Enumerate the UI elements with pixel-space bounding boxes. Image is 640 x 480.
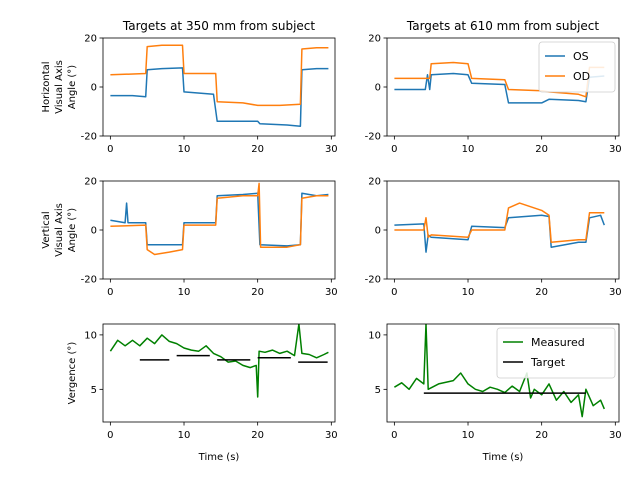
subplot-title: Targets at 610 mm from subject	[406, 19, 600, 33]
x-tick-label: 10	[462, 144, 475, 155]
legend: OS OD	[538, 41, 616, 93]
x-tick-label: 30	[325, 430, 338, 441]
series-od-line	[110, 182, 329, 256]
series-group	[394, 202, 606, 253]
series-group	[394, 324, 605, 418]
y-tick-label: -20	[365, 132, 381, 143]
series-os-line	[394, 72, 605, 104]
y-tick-label: 20	[368, 34, 381, 45]
y-tick-label: -20	[81, 132, 97, 143]
series-od-line	[110, 44, 329, 107]
subplot-v350: 0 10 20 30 -20 0 20 Vertical Visual Axis Angle (°…	[41, 177, 338, 298]
x-tick-label: 0	[391, 287, 397, 298]
series-os-line	[110, 192, 329, 247]
x-axis-label: Time (s)	[198, 452, 240, 463]
subplot-verg350: 0 10 20 30 5 10 Vergence (°) Time (s)	[67, 323, 338, 463]
y-tick-label: -20	[365, 275, 381, 286]
y-axis-label: Horizontal	[41, 61, 52, 112]
series-group	[110, 44, 329, 127]
y-axis-label: Angle (°)	[67, 65, 78, 110]
x-tick-label: 10	[462, 287, 475, 298]
axes-frame	[386, 323, 620, 423]
x-tick-label: 30	[325, 144, 338, 155]
x-tick-label: 0	[107, 430, 113, 441]
series-group	[110, 182, 329, 256]
legend: Measured Target	[496, 327, 616, 379]
x-tick-label: 10	[178, 144, 191, 155]
subplot-verg610: 0 10 20 30 5 10 Time (s) Measured Target	[368, 323, 622, 463]
series-od-line	[394, 202, 605, 244]
legend-box	[496, 327, 616, 379]
x-tick-label: 10	[178, 430, 191, 441]
legend-label-measured: Measured	[531, 336, 585, 349]
legend-label-os: OS	[573, 50, 589, 63]
y-tick-label: 0	[91, 83, 97, 94]
series-measured-line	[109, 324, 329, 398]
y-axis-label: Visual Axis	[54, 60, 65, 114]
y-tick-label: -20	[81, 275, 97, 286]
y-tick-label: 0	[375, 83, 381, 94]
x-tick-label: 0	[107, 144, 113, 155]
x-tick-label: 0	[107, 287, 113, 298]
x-tick-label: 30	[609, 430, 622, 441]
x-tick-label: 20	[535, 287, 548, 298]
axes-frame	[102, 323, 336, 423]
y-tick-label: 20	[84, 34, 97, 45]
series-group	[109, 324, 329, 398]
x-tick-label: 10	[462, 430, 475, 441]
x-tick-label: 20	[535, 144, 548, 155]
y-axis-label: Vergence (°)	[67, 342, 78, 405]
y-axis-label: Vertical	[41, 211, 52, 248]
y-axis-label: Angle (°)	[67, 208, 78, 253]
y-tick-label: 0	[375, 226, 381, 237]
y-tick-label: 10	[84, 330, 97, 341]
subplot-h610: 0 10 20 30 -20 0 20 Targets at 610 mm from subj…	[365, 19, 622, 155]
legend-label-target: Target	[530, 356, 566, 369]
x-tick-label: 20	[251, 287, 264, 298]
legend-box	[538, 41, 616, 93]
y-tick-label: 20	[368, 177, 381, 188]
legend-label-od: OD	[573, 70, 590, 83]
subplot-h350: 0 10 20 30 -20 0 20 Targets at 350 mm from subj…	[41, 19, 338, 155]
series-measured-line	[394, 324, 605, 418]
x-tick-label: 20	[535, 430, 548, 441]
x-tick-label: 0	[391, 144, 397, 155]
y-tick-label: 0	[91, 226, 97, 237]
x-tick-label: 30	[609, 287, 622, 298]
x-tick-label: 10	[178, 287, 191, 298]
x-tick-label: 20	[251, 144, 264, 155]
y-axis-label: Visual Axis	[54, 203, 65, 257]
x-tick-label: 0	[391, 430, 397, 441]
subplot-v610: 0 10 20 30 -20 0 20	[365, 177, 622, 298]
series-os-line	[110, 67, 329, 127]
series-group	[394, 61, 605, 104]
y-tick-label: 20	[84, 177, 97, 188]
x-tick-label: 30	[325, 287, 338, 298]
x-axis-label: Time (s)	[482, 452, 524, 463]
subplot-title: Targets at 350 mm from subject	[122, 19, 316, 33]
x-tick-label: 20	[251, 430, 264, 441]
x-tick-label: 30	[609, 144, 622, 155]
y-tick-label: 5	[91, 385, 97, 396]
series-od-line	[394, 61, 605, 98]
y-tick-label: 10	[368, 330, 381, 341]
y-tick-label: 5	[375, 385, 381, 396]
